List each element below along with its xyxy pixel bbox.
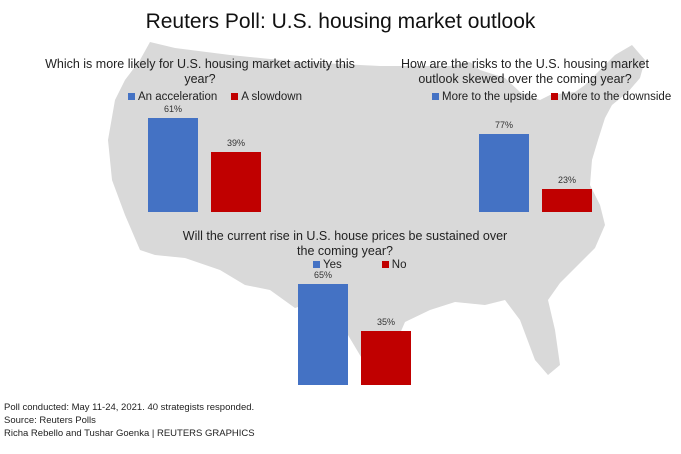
bar-2-1 <box>479 134 529 212</box>
legend-downside: More to the downside <box>551 91 671 103</box>
chart-title: Reuters Poll: U.S. housing market outloo… <box>145 10 536 33</box>
chart3-question: Will the current rise in U.S. house pric… <box>182 229 508 258</box>
legend-label: An acceleration <box>138 91 218 103</box>
legend-label: More to the upside <box>442 91 538 103</box>
legend-swatch-red <box>231 93 239 100</box>
data-label: 39% <box>226 137 245 148</box>
legend-swatch-blue <box>313 261 320 268</box>
footer-poll-note: Poll conducted: May 11-24, 2021. 40 stra… <box>4 402 255 413</box>
legend-slowdown: A slowdown <box>231 91 302 103</box>
legend-no: No <box>381 259 407 271</box>
legend-swatch-blue <box>432 93 439 100</box>
legend-swatch-red <box>381 261 389 268</box>
legend-label: A slowdown <box>241 91 303 103</box>
chart2-question: How are the risks to the U.S. housing ma… <box>400 57 650 86</box>
footer-credit: Richa Rebello and Tushar Goenka | REUTER… <box>4 428 255 439</box>
legend-swatch-red <box>551 93 559 100</box>
chart2-legend: More to the upside More to the downside <box>432 91 681 103</box>
bar-1-1 <box>148 118 198 212</box>
legend-label: More to the downside <box>561 91 672 103</box>
legend-label: No <box>391 259 407 271</box>
bar-3-2 <box>361 330 411 385</box>
legend-label: Yes <box>323 259 342 271</box>
bar-3-1 <box>298 284 348 385</box>
footer-source: Source: Reuters Polls <box>4 415 96 426</box>
bar-2-2 <box>542 188 592 212</box>
data-label: 77% <box>494 120 513 131</box>
bar-1-2 <box>211 151 261 212</box>
chart3-legend: Yes No <box>313 259 420 271</box>
legend-yes: Yes <box>313 259 342 271</box>
data-label: 61% <box>163 104 182 115</box>
footer: Poll conducted: May 11-24, 2021. 40 stra… <box>4 401 255 440</box>
data-label: 65% <box>313 270 332 281</box>
legend-swatch-blue <box>128 93 135 100</box>
data-label: 35% <box>376 316 395 327</box>
chart1-legend: An acceleration A slowdown <box>128 91 316 103</box>
legend-upside: More to the upside <box>432 91 537 103</box>
chart1-question: Which is more likely for U.S. housing ma… <box>45 57 355 86</box>
legend-acceleration: An acceleration <box>128 91 217 103</box>
data-label: 23% <box>557 174 576 185</box>
